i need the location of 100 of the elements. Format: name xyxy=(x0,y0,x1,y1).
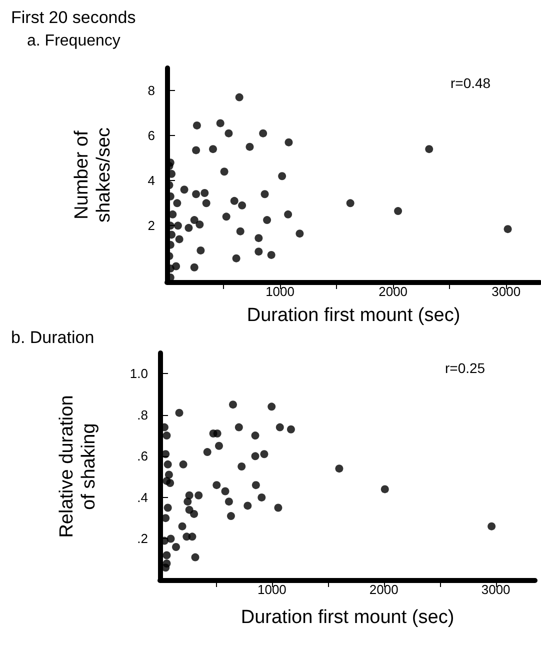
point xyxy=(258,493,266,502)
point xyxy=(234,423,243,432)
point xyxy=(259,129,268,138)
point xyxy=(203,448,212,456)
point xyxy=(260,190,269,198)
y-axis-title: Number of shakes/sec xyxy=(72,127,114,223)
point xyxy=(192,190,200,198)
point xyxy=(236,227,244,236)
y-tick-label: 2 xyxy=(148,218,155,234)
point xyxy=(180,186,188,194)
x-tick-label: 2000 xyxy=(378,284,408,299)
point xyxy=(425,145,434,154)
point xyxy=(212,481,221,490)
point xyxy=(274,504,282,512)
y-tick-label: .2 xyxy=(137,531,148,546)
point xyxy=(286,425,295,434)
point xyxy=(184,224,193,232)
point xyxy=(213,429,222,438)
point xyxy=(268,402,276,411)
y-tick-label: .8 xyxy=(137,407,148,422)
point xyxy=(220,168,228,176)
point xyxy=(238,462,246,470)
y-tick-label: .6 xyxy=(137,448,148,464)
point xyxy=(235,93,244,102)
y-tick-label: 6 xyxy=(148,128,155,144)
point xyxy=(394,207,402,216)
chart-title: b. Duration xyxy=(11,328,94,347)
point xyxy=(196,220,204,229)
point xyxy=(191,553,200,562)
x-tick-label: 3000 xyxy=(492,284,521,299)
point xyxy=(226,512,235,520)
point xyxy=(222,212,230,221)
point xyxy=(216,119,224,128)
y-tick-label: 4 xyxy=(148,173,155,188)
x-tick-label: 1000 xyxy=(266,284,294,299)
point xyxy=(190,510,198,518)
point xyxy=(251,452,260,460)
point xyxy=(202,199,210,208)
point xyxy=(209,145,218,154)
annotation: r=0.48 xyxy=(450,75,491,91)
point xyxy=(263,216,272,224)
point xyxy=(221,487,230,496)
point xyxy=(172,542,180,551)
x-tick-label: 2000 xyxy=(369,582,398,597)
point xyxy=(162,432,171,440)
point xyxy=(254,248,263,256)
point xyxy=(238,201,246,210)
chart-title: First 20 seconds xyxy=(11,8,136,27)
point xyxy=(335,464,344,473)
point xyxy=(215,442,223,450)
point xyxy=(244,502,252,510)
x-tick-label: 3000 xyxy=(481,582,510,597)
point xyxy=(296,230,304,238)
chart-subtitle: a. Frequency xyxy=(27,32,120,50)
point xyxy=(190,216,198,224)
point xyxy=(230,196,238,205)
point xyxy=(267,250,276,259)
point xyxy=(188,532,196,541)
x-axis-title: Duration first mount (sec) xyxy=(240,607,454,628)
x-tick-label: 1000 xyxy=(257,582,286,597)
point xyxy=(179,460,188,468)
point xyxy=(228,400,237,409)
point xyxy=(254,234,263,242)
point xyxy=(164,504,172,512)
point xyxy=(166,479,174,488)
point xyxy=(178,522,186,530)
point xyxy=(200,189,209,198)
point xyxy=(174,222,182,230)
point xyxy=(284,138,293,146)
point xyxy=(175,235,184,244)
point xyxy=(488,522,496,530)
point xyxy=(184,498,192,506)
point xyxy=(162,551,171,560)
point xyxy=(194,491,203,500)
point xyxy=(196,246,205,254)
point xyxy=(276,423,284,432)
point xyxy=(252,481,260,490)
point xyxy=(175,408,184,417)
point xyxy=(284,210,292,218)
x-axis-title: Duration first mount (sec) xyxy=(246,305,460,326)
y-tick-label: .4 xyxy=(137,490,148,505)
point xyxy=(192,121,201,130)
point xyxy=(251,432,260,440)
point xyxy=(346,199,354,208)
point xyxy=(380,485,389,494)
y-axis-title: Relative duration of shaking xyxy=(56,395,100,538)
point xyxy=(260,450,268,458)
annotation: r=0.25 xyxy=(445,360,486,376)
y-tick-label: 1.0 xyxy=(130,366,148,382)
point xyxy=(173,199,182,208)
point xyxy=(192,146,200,154)
y-tick-label: 8 xyxy=(148,83,155,98)
point xyxy=(504,225,512,234)
point xyxy=(278,172,286,180)
point xyxy=(232,254,240,262)
point xyxy=(190,263,198,272)
point xyxy=(164,460,172,468)
point xyxy=(224,498,233,506)
point xyxy=(246,142,254,151)
point xyxy=(224,129,233,138)
